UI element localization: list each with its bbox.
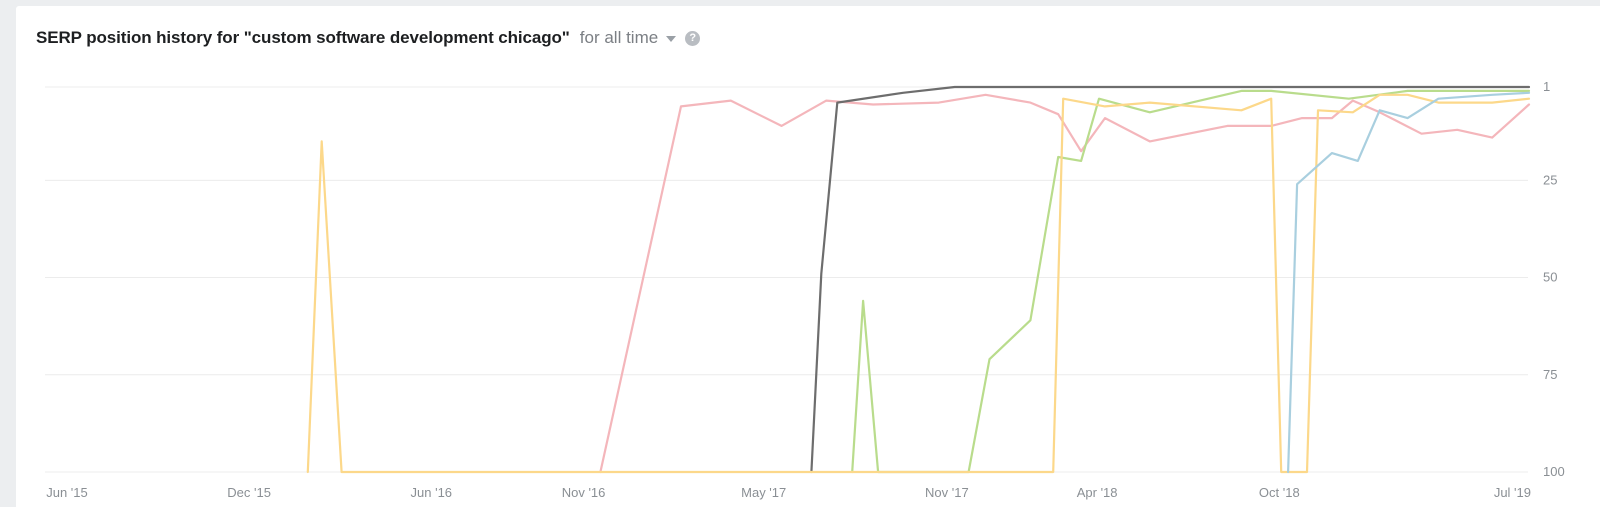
- y-tick-label: 100: [1543, 464, 1565, 479]
- series-line-1: [599, 93, 1531, 474]
- x-tick-label: May '17: [741, 485, 786, 500]
- y-axis-ticks: 1 25 50 75 100: [1543, 79, 1565, 479]
- time-range-label: for all time: [579, 28, 659, 47]
- series-line-2: [810, 85, 1531, 474]
- y-tick-label: 1: [1543, 79, 1550, 94]
- x-tick-label: Nov '16: [562, 485, 606, 500]
- chart-grid: [45, 86, 1528, 473]
- serp-history-card: SERP position history for "custom softwa…: [16, 6, 1600, 507]
- x-tick-label: Dec '15: [227, 485, 271, 500]
- x-axis-ticks: Jun '15 Dec '15 Jun '16 Nov '16 May '17 Nov '…: [46, 485, 1531, 500]
- x-tick-label: Jun '16: [411, 485, 453, 500]
- chart-title: SERP position history for "custom softwa…: [36, 28, 570, 47]
- series-line-5: [1286, 91, 1531, 474]
- x-tick-label: Jul '19: [1494, 485, 1531, 500]
- y-tick-label: 75: [1543, 367, 1557, 382]
- x-tick-label: Jun '15: [46, 485, 88, 500]
- chart-series: [306, 85, 1531, 474]
- chevron-down-icon[interactable]: [666, 36, 677, 42]
- y-tick-label: 25: [1543, 172, 1557, 187]
- chart-header: SERP position history for "custom softwa…: [36, 28, 701, 48]
- series-line-4: [306, 93, 1531, 474]
- x-tick-label: Apr '18: [1077, 485, 1118, 500]
- x-tick-label: Nov '17: [925, 485, 969, 500]
- y-tick-label: 50: [1543, 270, 1557, 285]
- series-line-3: [851, 89, 1531, 474]
- time-range-dropdown[interactable]: for all time: [579, 28, 677, 48]
- x-tick-label: Oct '18: [1259, 485, 1300, 500]
- help-icon[interactable]: ?: [685, 30, 701, 46]
